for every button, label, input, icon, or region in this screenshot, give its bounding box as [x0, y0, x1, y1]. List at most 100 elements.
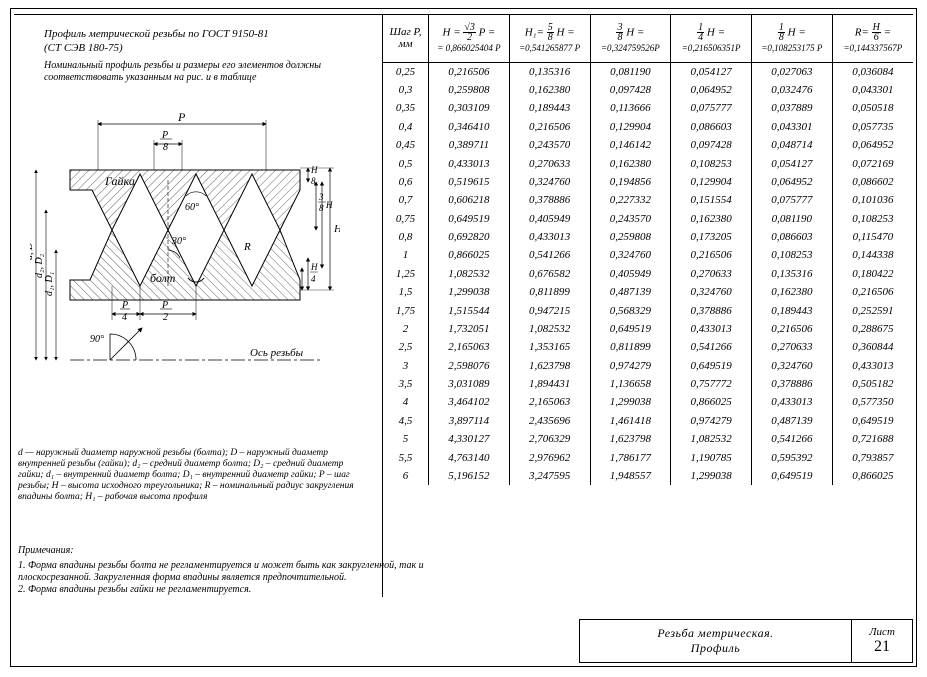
- svg-text:P: P: [161, 130, 168, 141]
- table-cell: 0,036084: [832, 62, 913, 81]
- table-cell: 0,162380: [751, 283, 832, 301]
- table-cell: 1,082532: [671, 430, 752, 448]
- table-row: 1,751,5155440,9472150,5683290,3788860,18…: [383, 301, 913, 319]
- table-cell: 3,897114: [429, 412, 510, 430]
- table-row: 3,53,0310891,8944311,1366580,7577720,378…: [383, 375, 913, 393]
- table-cell: 0,649519: [429, 210, 510, 228]
- table-cell: 0,45: [383, 136, 429, 154]
- table-cell: 2: [383, 320, 429, 338]
- sheet-number: 21: [856, 638, 908, 656]
- col-R: R= H6 = =0,144337567P: [832, 14, 913, 62]
- table-header-row: Шаг P, мм H = √32 P = = 0,866025404 P H₁…: [383, 14, 913, 62]
- svg-text:H: H: [310, 165, 318, 175]
- table-cell: 0,097428: [671, 136, 752, 154]
- table-row: 0,70,6062180,3788860,2273320,1515540,075…: [383, 191, 913, 209]
- table-cell: 0,086603: [671, 118, 752, 136]
- table-cell: 1,623798: [509, 357, 590, 375]
- table-row: 10,8660250,5412660,3247600,2165060,10825…: [383, 246, 913, 264]
- table-cell: 0,227332: [590, 191, 671, 209]
- table-cell: 1,353165: [509, 338, 590, 356]
- table-cell: 0,757772: [671, 375, 752, 393]
- table-cell: 0,027063: [751, 62, 832, 81]
- table-cell: 1,5: [383, 283, 429, 301]
- table-cell: 0,378886: [509, 191, 590, 209]
- table-cell: 0,064952: [751, 173, 832, 191]
- table-cell: 4: [383, 393, 429, 411]
- table-cell: 1,75: [383, 301, 429, 319]
- table-cell: 0,129904: [671, 173, 752, 191]
- table-cell: 0,043301: [832, 81, 913, 99]
- table-cell: 0,324760: [751, 357, 832, 375]
- col-18H: 18 H = =0,108253175 P: [751, 14, 832, 62]
- table-cell: 0,101036: [832, 191, 913, 209]
- table-cell: 1: [383, 246, 429, 264]
- title-box-sheet: Лист 21: [852, 620, 912, 662]
- table-cell: 0,173205: [671, 228, 752, 246]
- table-cell: 3,5: [383, 375, 429, 393]
- table-cell: 0,974279: [590, 357, 671, 375]
- table-cell: 0,162380: [509, 81, 590, 99]
- table-cell: 0,692820: [429, 228, 510, 246]
- table-row: 0,250,2165060,1353160,0811900,0541270,02…: [383, 62, 913, 81]
- table-cell: 0,189443: [751, 301, 832, 319]
- subtitle: Номинальный профиль резьбы и размеры его…: [18, 58, 370, 86]
- table-cell: 0,081190: [751, 210, 832, 228]
- title-block-box: Резьба метрическая. Профиль Лист 21: [579, 619, 913, 663]
- title-block: Профиль метрической резьбы по ГОСТ 9150-…: [18, 24, 370, 58]
- table-cell: 6: [383, 467, 429, 485]
- table-cell: 0,259808: [429, 81, 510, 99]
- table-cell: 0,075777: [671, 99, 752, 117]
- table-cell: 2,165063: [509, 393, 590, 411]
- table-cell: 0,064952: [671, 81, 752, 99]
- title-line2: (СТ СЭВ 180-75): [44, 42, 364, 56]
- table-cell: 0,35: [383, 99, 429, 117]
- table-cell: 0,075777: [751, 191, 832, 209]
- table-cell: 3: [383, 357, 429, 375]
- col-H: H = √32 P = = 0,866025404 P: [429, 14, 510, 62]
- table-cell: 0,303109: [429, 99, 510, 117]
- table-cell: 0,866025: [832, 467, 913, 485]
- title-box-main: Резьба метрическая. Профиль: [580, 620, 852, 662]
- table-cell: 0,378886: [671, 301, 752, 319]
- label-30: 30°: [171, 236, 186, 247]
- table-cell: 4,330127: [429, 430, 510, 448]
- table-cell: 0,649519: [671, 357, 752, 375]
- table-cell: 3,031089: [429, 375, 510, 393]
- table-cell: 0,606218: [429, 191, 510, 209]
- thread-profile-diagram: R Ось резьбы 90° 60° 30° P P 8 Гайка бол…: [30, 110, 340, 390]
- table-cell: 0,541266: [671, 338, 752, 356]
- title-box-line2: Профиль: [588, 641, 843, 656]
- table-cell: 0,216506: [429, 62, 510, 81]
- table-cell: 1,732051: [429, 320, 510, 338]
- table-row: 65,1961523,2475951,9485571,2990380,64951…: [383, 467, 913, 485]
- table-cell: 0,113666: [590, 99, 671, 117]
- table-cell: 1,894431: [509, 375, 590, 393]
- table-cell: 1,299038: [590, 393, 671, 411]
- svg-text:P: P: [121, 300, 128, 311]
- table-cell: 0,389711: [429, 136, 510, 154]
- table-cell: 0,057735: [832, 118, 913, 136]
- table-cell: 0,6: [383, 173, 429, 191]
- table-cell: 0,7: [383, 191, 429, 209]
- axis-label: Ось резьбы: [250, 347, 304, 359]
- table-cell: 0,194856: [590, 173, 671, 191]
- table-cell: 5,5: [383, 448, 429, 466]
- table-cell: 0,270633: [671, 265, 752, 283]
- table-cell: 0,8: [383, 228, 429, 246]
- table-cell: 0,5: [383, 154, 429, 172]
- table-row: 32,5980761,6237980,9742790,6495190,32476…: [383, 357, 913, 375]
- svg-text:4: 4: [122, 312, 127, 323]
- sheet-label: Лист: [856, 626, 908, 638]
- table-cell: 1,623798: [590, 430, 671, 448]
- table-cell: 1,190785: [671, 448, 752, 466]
- svg-text:8: 8: [319, 203, 324, 213]
- table-cell: 0,947215: [509, 301, 590, 319]
- table-cell: 1,515544: [429, 301, 510, 319]
- table-cell: 1,25: [383, 265, 429, 283]
- title-box-line1: Резьба метрическая.: [588, 626, 843, 641]
- table-cell: 0,189443: [509, 99, 590, 117]
- label-60: 60°: [185, 202, 199, 213]
- table-cell: 5,196152: [429, 467, 510, 485]
- table-row: 1,251,0825320,6765820,4059490,2706330,13…: [383, 265, 913, 283]
- table-cell: 2,976962: [509, 448, 590, 466]
